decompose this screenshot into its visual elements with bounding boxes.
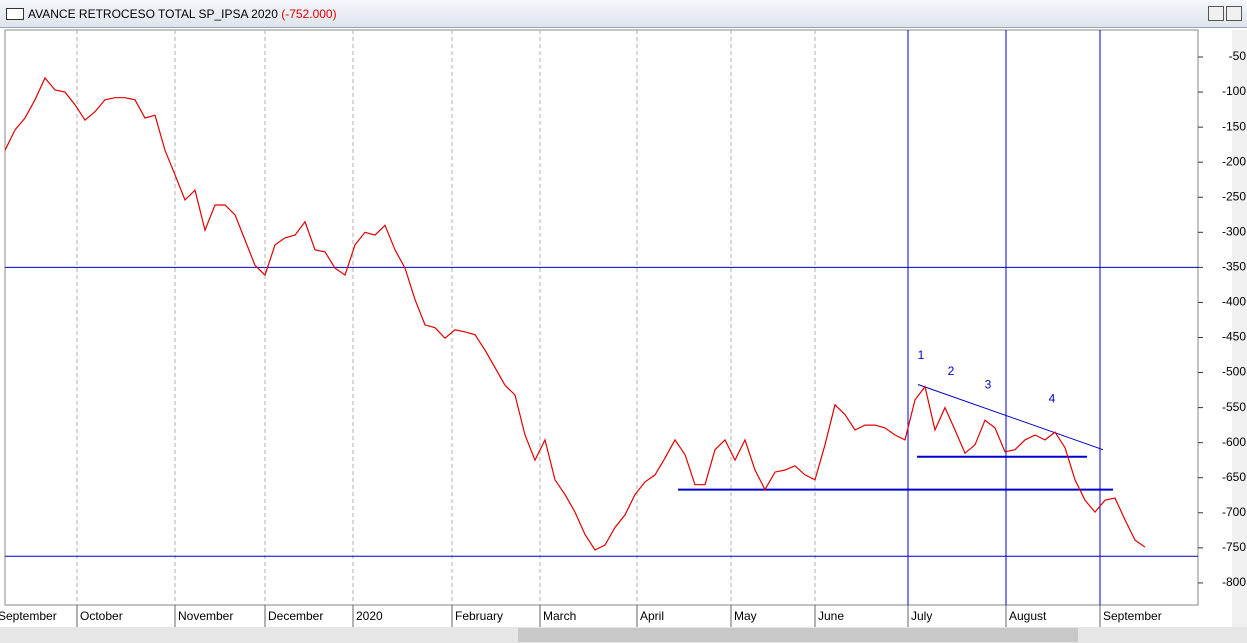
x-tick-label: August [1009,609,1047,623]
trend-line [917,383,1104,451]
annotation: 2 [948,364,955,378]
x-tick-label: May [734,609,757,623]
restore-button[interactable] [1208,6,1224,21]
scroll-thumb[interactable] [518,628,1078,642]
y-tick-label: -800 [1222,575,1246,589]
title-value: (-752.000) [281,7,337,21]
x-tick-label: July [911,609,932,623]
annotation: 1 [918,348,925,362]
x-tick-label: September [1103,609,1162,623]
x-tick-label: March [543,609,576,623]
title-text: AVANCE RETROCESO TOTAL SP_IPSA 2020 (-75… [28,0,337,28]
close-button[interactable] [1226,6,1242,21]
annotation: 3 [985,377,992,391]
side-scrollbar[interactable] [1232,30,1247,627]
chart: 1 2 3 4 September October November December 2020… [0,29,1247,643]
x-tick-label: 2020 [356,609,383,623]
y-tick-label: -500 [1222,365,1246,379]
x-tick-label: June [818,609,844,623]
y-tick-label: -300 [1222,224,1246,238]
x-tick-label: September [0,609,57,623]
y-tick-label: -600 [1222,435,1246,449]
y-tick-label: -250 [1222,189,1246,203]
y-tick-label: -350 [1222,260,1246,274]
plot-layer: 1 2 3 4 [5,30,1198,605]
x-tick-label: February [455,609,503,623]
x-tick-label: November [178,609,233,623]
y-tick-label: -150 [1222,119,1246,133]
y-tick-label: -450 [1222,330,1246,344]
y-tick-label: -750 [1222,540,1246,554]
x-tick-label: December [268,609,323,623]
title-bar: AVANCE RETROCESO TOTAL SP_IPSA 2020 (-75… [0,0,1247,28]
chart-title: AVANCE RETROCESO TOTAL SP_IPSA 2020 [28,7,278,21]
y-tick-label: -700 [1222,505,1246,519]
x-tick-label: October [80,609,123,623]
y-tick-label: -650 [1222,470,1246,484]
y-tick-label: -400 [1222,295,1246,309]
y-tick-label: -200 [1222,154,1246,168]
y-tick-label: -50 [1229,49,1247,63]
y-tick-label: -100 [1222,84,1246,98]
data-line [5,76,1146,551]
annotation: 4 [1049,391,1056,405]
plot-area [4,29,1199,606]
x-tick-label: April [640,609,664,623]
window-icon [6,8,24,20]
x-label-layer: September October November December 2020 Febr… [0,609,1162,623]
y-tick-label: -550 [1222,400,1246,414]
